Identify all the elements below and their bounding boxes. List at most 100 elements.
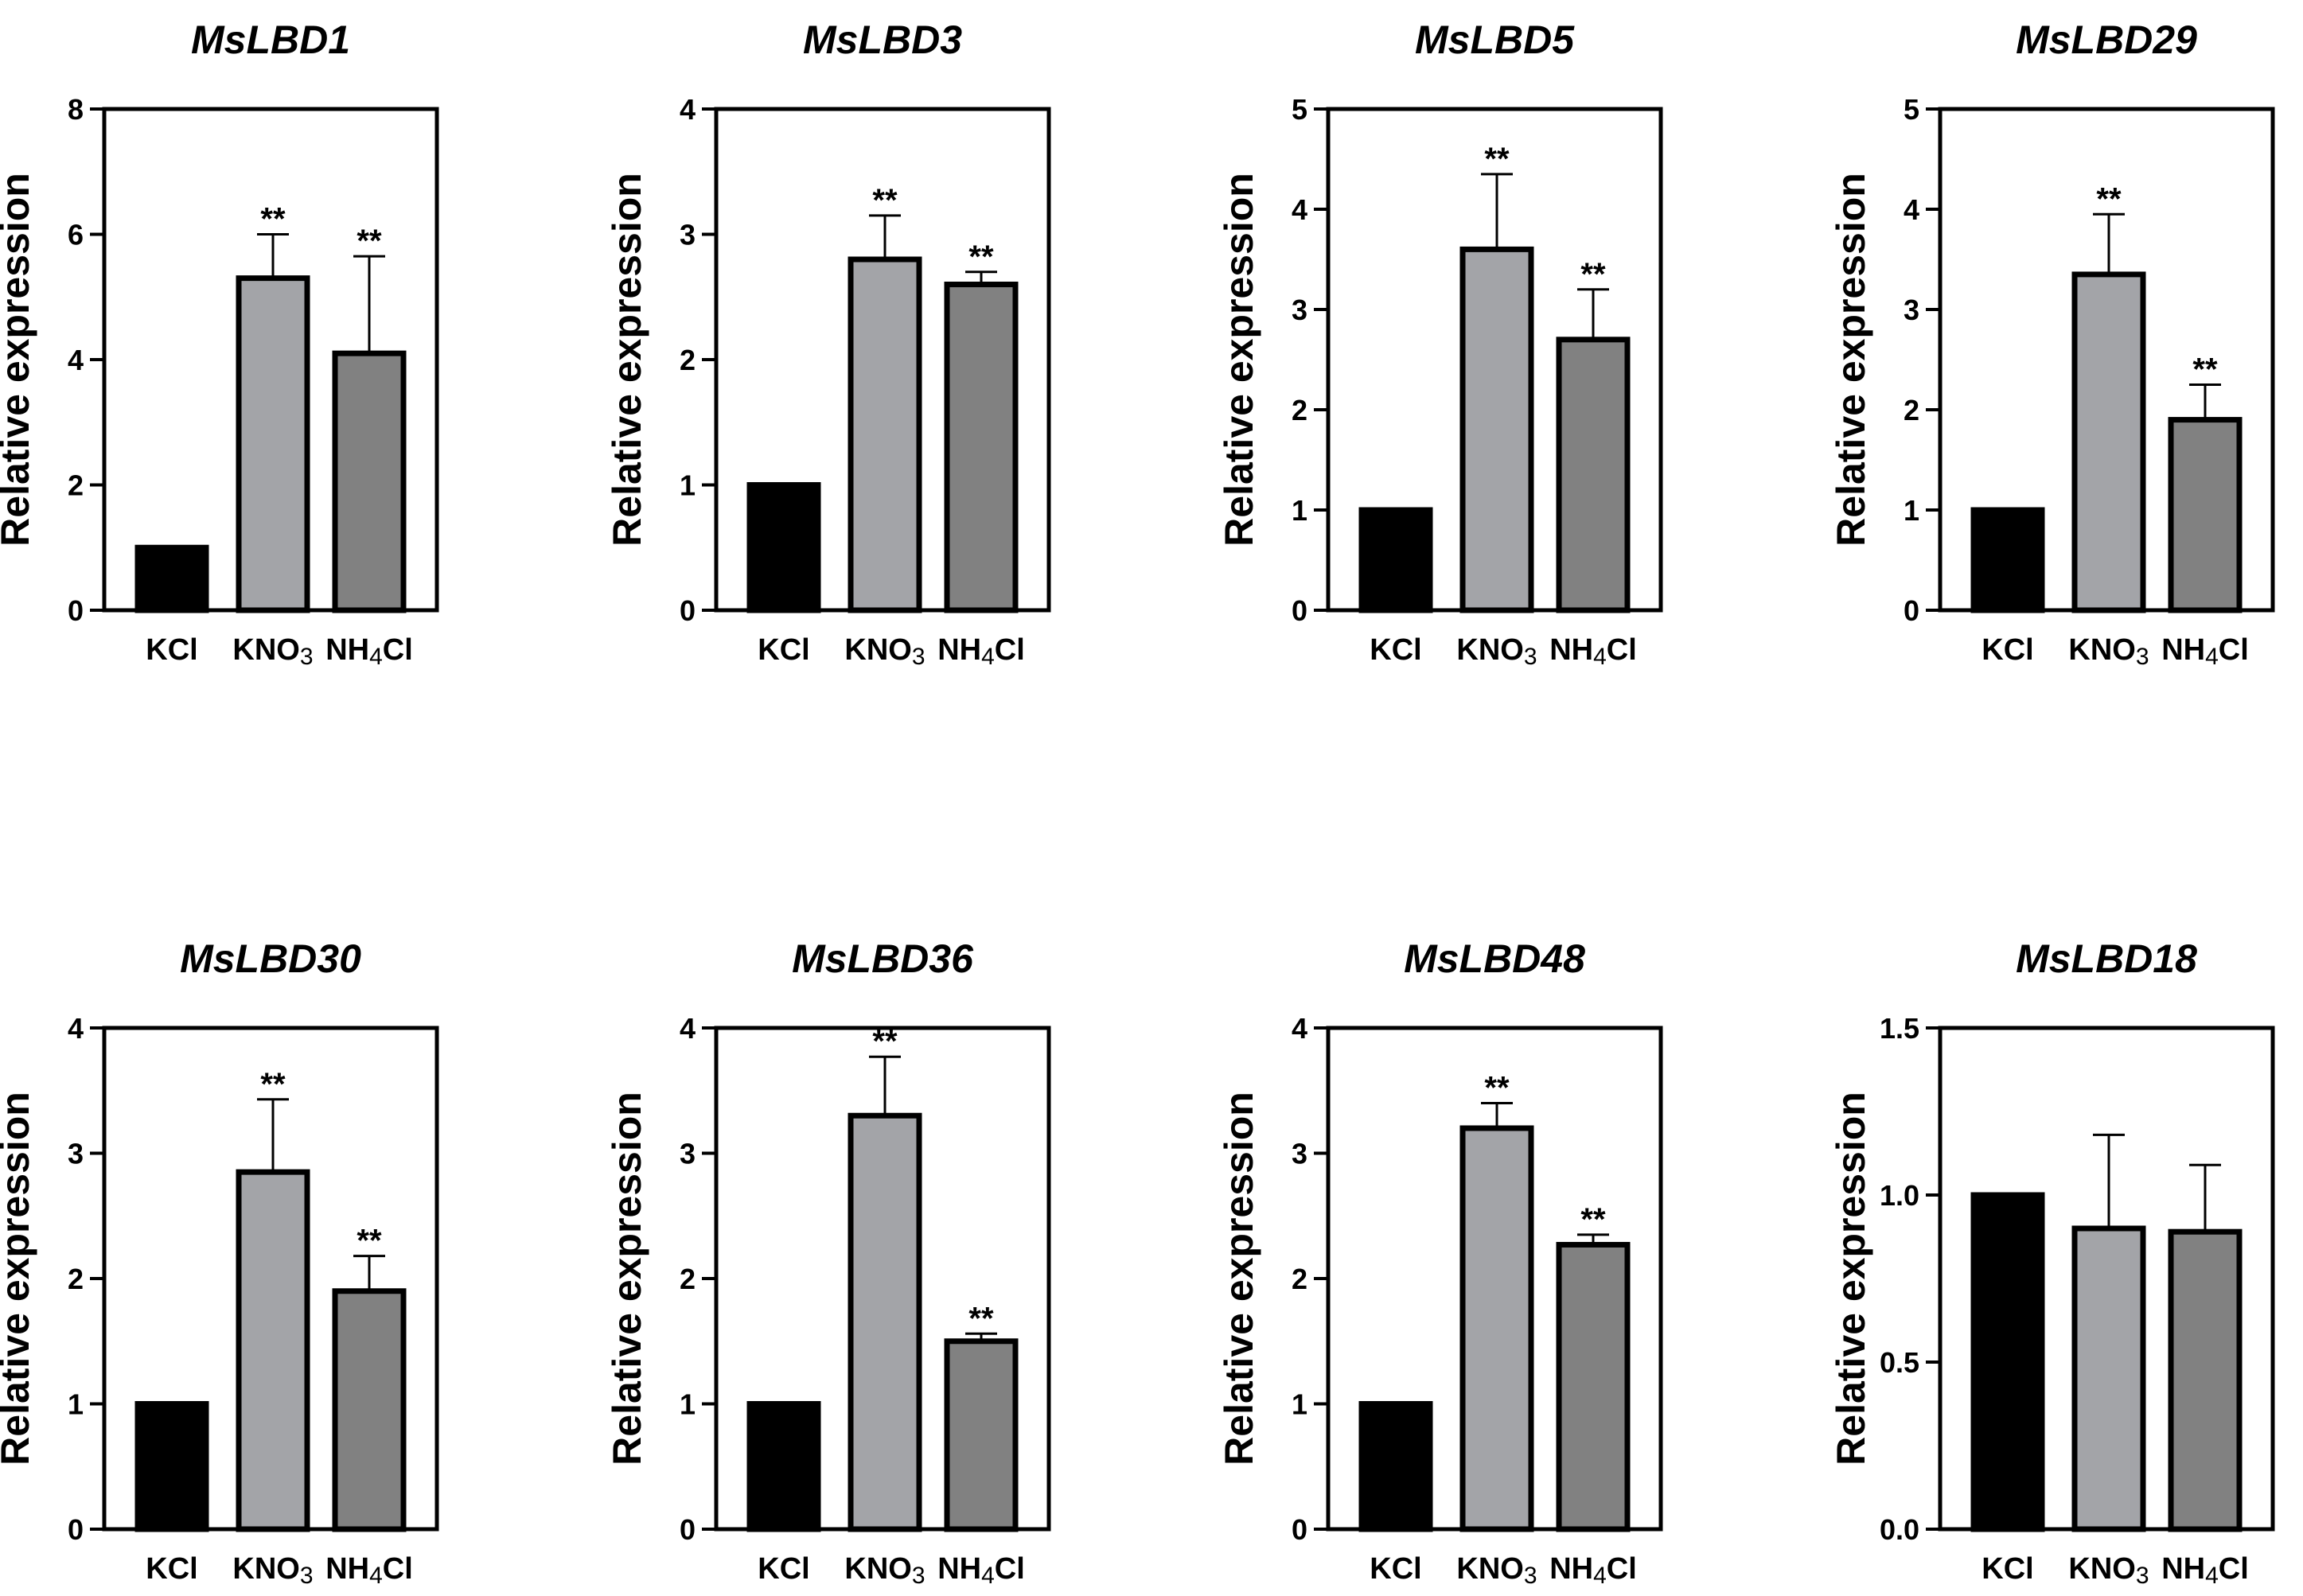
y-tick-label: 1 xyxy=(68,1388,84,1421)
bar-kcl xyxy=(134,1401,209,1532)
bar-nh4cl xyxy=(2168,1228,2243,1532)
axis-frame xyxy=(1938,1026,2275,1532)
y-tick-label: 0.5 xyxy=(1880,1346,1919,1379)
y-tick-label: 5 xyxy=(1904,93,1919,126)
y-tick-label: 0 xyxy=(68,594,84,627)
panel-title: MsLBD48 xyxy=(1404,936,1585,981)
axis-frame xyxy=(1326,1026,1663,1532)
bar-kno3 xyxy=(848,1112,922,1532)
y-axis-label: Relative expression xyxy=(1829,1092,1873,1466)
significance-label: ** xyxy=(357,224,382,259)
y-tick-label: 2 xyxy=(1904,394,1919,426)
significance-label: ** xyxy=(968,1301,994,1336)
y-axis-label: Relative expression xyxy=(0,173,37,547)
axis-frame xyxy=(1326,107,1663,613)
bar-kno3 xyxy=(1459,1125,1534,1532)
y-tick-label: 6 xyxy=(68,219,84,251)
significance-label: ** xyxy=(2096,181,2122,216)
y-axis-label: Relative expression xyxy=(1829,173,1873,547)
y-tick-label: 4 xyxy=(680,1012,696,1045)
x-category-label: KCl xyxy=(758,1552,809,1586)
x-category-label: KCl xyxy=(1982,1552,2033,1586)
bar-kno3 xyxy=(236,1169,310,1532)
chart-panel-mslbd36: MsLBD36 Relative expression 0 1 2 3 4 KCl ** KNO3… xyxy=(605,936,1051,1589)
y-tick-label: 8 xyxy=(68,93,84,126)
y-tick-label: 1 xyxy=(1904,494,1919,527)
y-tick-label: 4 xyxy=(1904,193,1919,226)
x-category-label: NH4Cl xyxy=(325,1552,413,1589)
significance-label: ** xyxy=(1580,1202,1606,1237)
bar-kcl xyxy=(746,482,821,613)
y-axis-label: Relative expression xyxy=(1217,1092,1261,1466)
significance-label: ** xyxy=(2192,352,2218,387)
x-category-label: NH4Cl xyxy=(1549,633,1637,670)
x-category-label: KNO3 xyxy=(232,1552,313,1589)
bar-kcl xyxy=(1970,1192,2045,1532)
chart-panel-mslbd48: MsLBD48 Relative expression 0 1 2 3 4 KCl ** KNO3… xyxy=(1217,936,1663,1589)
y-tick-label: 0 xyxy=(680,594,696,627)
y-axis-label: Relative expression xyxy=(0,1092,37,1466)
x-category-label: KNO3 xyxy=(232,633,313,670)
chart-panel-mslbd30: MsLBD30 Relative expression 0 1 2 3 4 KCl ** KNO3… xyxy=(0,936,439,1589)
bar-kno3 xyxy=(2071,1225,2146,1532)
chart-panel-mslbd1: MsLBD1 Relative expression 0 2 4 6 8 KCl ** KNO3 *… xyxy=(0,18,439,670)
bar-nh4cl xyxy=(2168,417,2243,613)
y-tick-label: 0 xyxy=(1292,594,1307,627)
y-tick-label: 4 xyxy=(1292,1012,1307,1045)
y-tick-label: 1 xyxy=(680,469,696,502)
x-category-label: KCl xyxy=(758,633,809,667)
bar-nh4cl xyxy=(1556,337,1631,613)
panel-title: MsLBD29 xyxy=(2016,18,2197,62)
y-tick-label: 0 xyxy=(68,1513,84,1546)
axis-frame xyxy=(714,1026,1051,1532)
panel-title: MsLBD1 xyxy=(191,18,350,62)
x-category-label: NH4Cl xyxy=(325,633,413,670)
bar-kcl xyxy=(1358,1401,1433,1532)
significance-label: ** xyxy=(872,183,898,218)
y-tick-label: 3 xyxy=(680,219,696,251)
y-axis-label: Relative expression xyxy=(1217,173,1261,547)
bar-kcl xyxy=(134,544,209,613)
panel-title: MsLBD36 xyxy=(792,936,974,981)
y-tick-label: 3 xyxy=(68,1138,84,1170)
axis-frame xyxy=(102,107,439,613)
bar-kno3 xyxy=(1459,246,1534,613)
x-category-label: NH4Cl xyxy=(1549,1552,1637,1589)
x-category-label: KCl xyxy=(1982,633,2033,667)
y-tick-label: 2 xyxy=(680,344,696,376)
panel-title: MsLBD3 xyxy=(803,18,962,62)
x-category-label: KCl xyxy=(1370,633,1421,667)
bar-nh4cl xyxy=(332,1288,407,1532)
y-tick-label: 2 xyxy=(680,1263,696,1295)
x-category-label: KNO3 xyxy=(2068,633,2149,670)
y-tick-label: 4 xyxy=(680,93,696,126)
y-tick-label: 3 xyxy=(1292,294,1307,326)
x-category-label: KCl xyxy=(146,1552,197,1586)
y-tick-label: 3 xyxy=(1904,294,1919,326)
y-tick-label: 2 xyxy=(1292,1263,1307,1295)
significance-label: ** xyxy=(260,202,286,237)
x-category-label: KNO3 xyxy=(1456,1552,1537,1589)
y-tick-label: 0.0 xyxy=(1880,1513,1919,1546)
y-tick-label: 4 xyxy=(1292,193,1307,226)
y-tick-label: 1.0 xyxy=(1880,1179,1919,1212)
y-axis-label: Relative expression xyxy=(605,1092,649,1466)
significance-label: ** xyxy=(1580,257,1606,292)
significance-label: ** xyxy=(872,1024,898,1059)
y-tick-label: 1 xyxy=(1292,494,1307,527)
bar-nh4cl xyxy=(332,350,407,613)
significance-label: ** xyxy=(260,1067,286,1102)
bar-nh4cl xyxy=(944,282,1019,613)
x-category-label: KCl xyxy=(1370,1552,1421,1586)
x-category-label: KNO3 xyxy=(844,1552,925,1589)
y-tick-label: 3 xyxy=(680,1138,696,1170)
significance-label: ** xyxy=(968,239,994,274)
bar-kno3 xyxy=(848,256,922,613)
x-category-label: KNO3 xyxy=(1456,633,1537,670)
x-category-label: KNO3 xyxy=(844,633,925,670)
y-tick-label: 4 xyxy=(68,344,84,376)
x-category-label: NH4Cl xyxy=(937,1552,1025,1589)
y-tick-label: 1 xyxy=(1292,1388,1307,1421)
y-tick-label: 1.5 xyxy=(1880,1012,1919,1045)
chart-panel-mslbd29: MsLBD29 Relative expression 0 1 2 3 4 5 KCl ** KNO… xyxy=(1829,18,2275,670)
